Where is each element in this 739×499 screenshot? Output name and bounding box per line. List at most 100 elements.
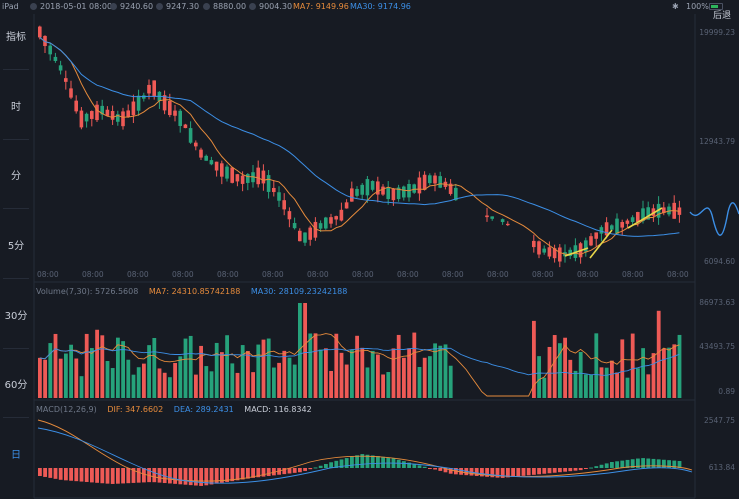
volume-bar xyxy=(318,349,323,398)
candle-body xyxy=(110,111,115,120)
sidebar-item-minute[interactable]: 分 xyxy=(11,171,21,182)
battery-text: 100% xyxy=(686,2,709,11)
macd-bar xyxy=(79,468,84,482)
volume-bar xyxy=(547,346,552,398)
candle-body xyxy=(230,167,234,183)
candle-body xyxy=(615,218,619,234)
volume-bar xyxy=(636,368,640,398)
candle-body xyxy=(246,174,250,183)
volume-bar xyxy=(126,359,131,398)
macd-bar xyxy=(662,459,666,468)
low-value: 8880.00 xyxy=(203,2,246,11)
candle-body xyxy=(438,176,442,188)
candle-body xyxy=(594,232,598,239)
volume-bar xyxy=(563,337,567,398)
divider xyxy=(3,278,29,279)
time-label: 08:00 xyxy=(397,270,419,279)
sidebar-item-day[interactable]: 日 xyxy=(11,450,21,461)
volume-bar xyxy=(121,341,125,398)
divider xyxy=(3,208,29,209)
candle-body xyxy=(214,161,219,171)
macd-bar xyxy=(230,468,235,482)
candle-body xyxy=(194,142,198,147)
macd-bar xyxy=(272,468,276,476)
candle-body xyxy=(53,56,58,61)
candle-body xyxy=(625,220,630,224)
macd-bar xyxy=(136,468,141,483)
volume-bar xyxy=(272,367,276,398)
volume-axis-mid: 43493.75 xyxy=(699,342,735,351)
volume-bar xyxy=(261,339,266,398)
candle-body xyxy=(266,175,271,192)
volume-bar xyxy=(183,338,188,398)
ma7-value: MA7: 9149.96 xyxy=(293,2,349,11)
sidebar-item-indicator[interactable]: 指标 xyxy=(6,32,26,43)
period-sidebar: 指标 时 分 5分 30分 60分 日 xyxy=(0,14,32,499)
candle-body xyxy=(651,208,656,216)
clock-icon xyxy=(30,3,37,10)
candle-body xyxy=(532,240,536,248)
volume-bar xyxy=(292,364,297,398)
high-icon xyxy=(156,3,163,10)
macd-bar xyxy=(526,468,531,476)
candle-body xyxy=(386,187,390,200)
macd-dea: DEA: 289.2431 xyxy=(173,405,234,414)
volume-bar xyxy=(308,333,313,398)
volume-bar xyxy=(610,360,614,398)
sidebar-item-30min[interactable]: 30分 xyxy=(4,311,28,322)
candle-body xyxy=(339,209,344,221)
macd-bar xyxy=(69,468,73,481)
volume-bar xyxy=(157,368,162,398)
volume-bar xyxy=(324,348,328,398)
macd-bar xyxy=(521,468,526,476)
macd-bar xyxy=(506,468,510,478)
volume-bar xyxy=(417,367,422,398)
macd-bar xyxy=(303,468,307,471)
volume-bar xyxy=(220,352,224,398)
macd-bar xyxy=(422,466,427,468)
volume-bar xyxy=(173,362,177,398)
sidebar-item-60min[interactable]: 60分 xyxy=(4,380,28,391)
price-axis-mid: 12943.79 xyxy=(699,137,735,146)
volume-bar xyxy=(168,377,172,398)
macd-bar xyxy=(339,459,344,468)
ma7-line xyxy=(39,37,680,256)
macd-title: MACD(12,26,9) xyxy=(36,405,97,414)
volume-bar xyxy=(584,374,588,398)
volume-bar xyxy=(386,372,391,398)
sidebar-item-5min[interactable]: 5分 xyxy=(7,241,25,252)
macd-bar xyxy=(214,468,219,484)
divider xyxy=(3,69,29,70)
volume-bar xyxy=(246,351,250,398)
macd-bar xyxy=(589,467,593,469)
macd-bar xyxy=(110,468,115,484)
volume-bar xyxy=(646,374,651,398)
bluetooth-icon: ✱ xyxy=(672,2,679,11)
candle-body xyxy=(318,223,323,229)
candle-body xyxy=(303,232,307,243)
macd-bar xyxy=(563,468,567,472)
macd-bar xyxy=(370,455,375,468)
volume-ma30: MA30: 28109.23242188 xyxy=(250,287,348,296)
macd-bar xyxy=(396,459,401,468)
candle-body xyxy=(324,217,328,229)
candle-body xyxy=(69,88,73,98)
macd-bar xyxy=(547,468,552,474)
candle-body xyxy=(183,124,188,129)
macd-bar xyxy=(641,458,645,468)
dif-line xyxy=(37,419,693,482)
macd-bar xyxy=(220,468,224,483)
candle-body xyxy=(490,216,494,219)
candle-body xyxy=(308,227,312,240)
macd-bar xyxy=(251,468,255,478)
volume-bar xyxy=(407,348,411,398)
sidebar-item-hour[interactable]: 时 xyxy=(11,102,21,113)
macd-bar xyxy=(636,458,640,468)
back-button[interactable]: 后退 xyxy=(712,11,731,21)
carrier-label: iPad xyxy=(2,2,19,11)
volume-bar xyxy=(240,345,245,398)
volume-bar xyxy=(38,357,42,398)
time-label: 08:00 xyxy=(127,270,149,279)
macd-bar xyxy=(610,462,614,468)
candle-body xyxy=(136,95,141,111)
